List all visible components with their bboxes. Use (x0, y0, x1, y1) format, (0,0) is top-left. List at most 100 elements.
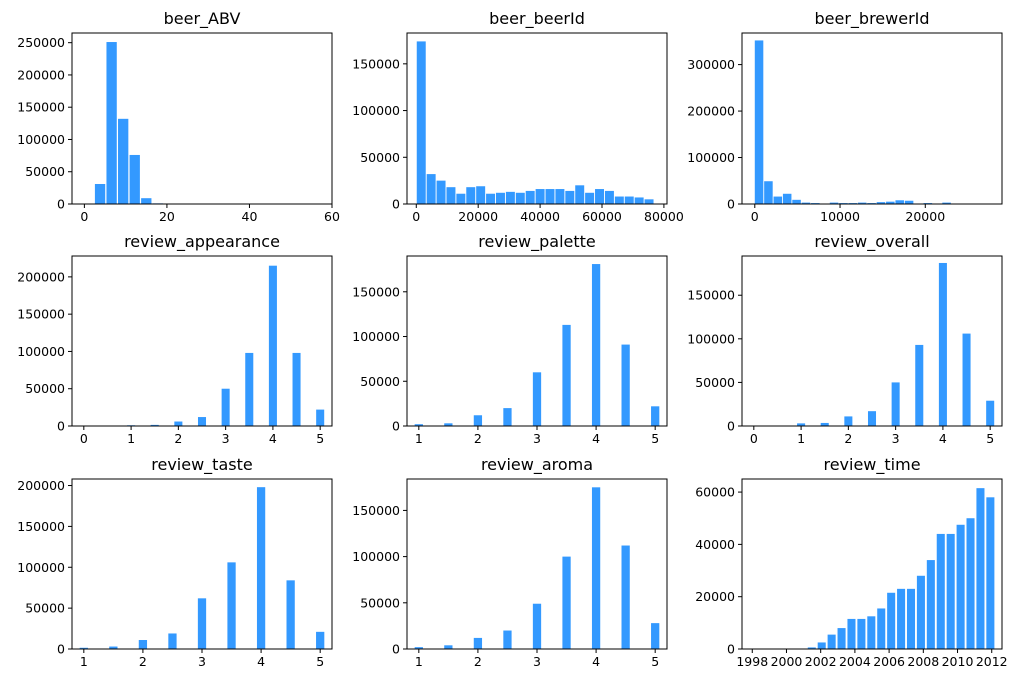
bar (555, 189, 565, 204)
bar (505, 191, 515, 204)
bar (268, 265, 277, 426)
x-tick-label: 60000 (582, 209, 622, 224)
bar (621, 344, 630, 426)
axes-frame (741, 478, 1003, 650)
y-tick-label: 50000 (360, 374, 400, 389)
subplot-title: beer_beerId (489, 9, 585, 29)
x-tick-label: 2002 (805, 654, 837, 669)
bar (876, 202, 886, 204)
bar (651, 623, 660, 649)
bar (473, 637, 483, 649)
bar (926, 560, 935, 649)
bar (174, 421, 183, 426)
bar (820, 422, 829, 426)
x-tick-label: 2004 (839, 654, 871, 669)
y-tick-label: 200000 (17, 269, 65, 284)
y-tick-label: 0 (727, 642, 735, 657)
bar (857, 202, 867, 204)
x-tick-label: 5 (316, 431, 324, 446)
x-tick-label: 4 (592, 654, 600, 669)
bar (754, 40, 764, 204)
bar (245, 352, 254, 426)
bar (867, 616, 876, 649)
subplot-review_palette: review_palette 1 2 3 4 5 0 50000 100000 150000 (352, 232, 668, 446)
bar (801, 202, 811, 204)
bar (532, 603, 542, 649)
bar (150, 424, 159, 426)
bar (118, 118, 129, 204)
bar (916, 575, 925, 649)
x-tick-label: 0 (80, 431, 88, 446)
x-tick-label: 5 (986, 431, 994, 446)
x-tick-label: 5 (651, 654, 659, 669)
y-tick-label: 100000 (352, 329, 400, 344)
y-tick-label: 0 (392, 419, 400, 434)
x-tick-label: 20 (159, 209, 175, 224)
subplot-title: beer_brewerId (814, 9, 929, 29)
x-tick-label: 1 (415, 431, 423, 446)
bar (446, 187, 456, 204)
bar (634, 197, 644, 204)
bar (946, 533, 955, 649)
y-tick-label: 100000 (17, 344, 65, 359)
bar (877, 608, 886, 649)
bar (109, 646, 118, 649)
x-tick-label: 0 (80, 209, 88, 224)
subplot-review_overall: review_overall 0 1 2 3 4 5 0 50000 100000 150000 (687, 232, 1003, 446)
bar (591, 264, 601, 426)
y-tick-label: 150000 (352, 284, 400, 299)
bar (503, 408, 512, 426)
bar (817, 642, 826, 649)
axes-frame (71, 255, 333, 427)
y-tick-label: 0 (727, 197, 735, 212)
y-tick-label: 100000 (17, 560, 65, 575)
x-tick-label: 1 (415, 654, 423, 669)
bar (138, 640, 148, 649)
x-tick-label: 4 (257, 654, 265, 669)
x-tick-label: 20000 (905, 209, 945, 224)
bar (141, 198, 152, 204)
y-tick-label: 300000 (687, 57, 735, 72)
bar (532, 372, 542, 426)
bar (466, 187, 476, 204)
bar (857, 618, 866, 649)
bar (545, 189, 555, 204)
x-tick-label: 3 (198, 654, 206, 669)
bar (436, 180, 446, 204)
bar (764, 181, 773, 204)
x-tick-label: 2012 (976, 654, 1008, 669)
bar (891, 382, 900, 426)
y-tick-label: 150000 (352, 56, 400, 71)
bar (168, 633, 177, 649)
bar (444, 645, 453, 649)
subplot-title: review_overall (814, 232, 929, 252)
y-tick-label: 50000 (695, 375, 735, 390)
x-tick-label: 2 (139, 654, 147, 669)
bar (915, 344, 924, 426)
y-tick-label: 200000 (17, 67, 65, 82)
x-tick-label: 0 (412, 209, 420, 224)
axes-frame (741, 255, 1003, 427)
bar (525, 190, 535, 204)
bar (966, 518, 975, 649)
x-tick-label: 4 (269, 431, 277, 446)
axes-frame (71, 32, 333, 205)
y-tick-label: 100000 (352, 103, 400, 118)
y-tick-label: 40000 (695, 537, 735, 552)
bar (604, 190, 614, 204)
subplot-beer_beerId: beer_beerId 0 20000 40000 60000 80000 0 50000 10… (352, 9, 684, 224)
x-tick-label: 60 (324, 209, 340, 224)
y-tick-label: 150000 (17, 519, 65, 534)
bar (942, 202, 951, 204)
bar (886, 201, 895, 204)
x-tick-label: 0 (751, 209, 759, 224)
bar (486, 193, 496, 204)
bar (414, 647, 423, 649)
axes-frame (406, 32, 668, 205)
bar (897, 588, 906, 649)
x-tick-label: 4 (592, 431, 600, 446)
x-tick-label: 5 (316, 654, 324, 669)
